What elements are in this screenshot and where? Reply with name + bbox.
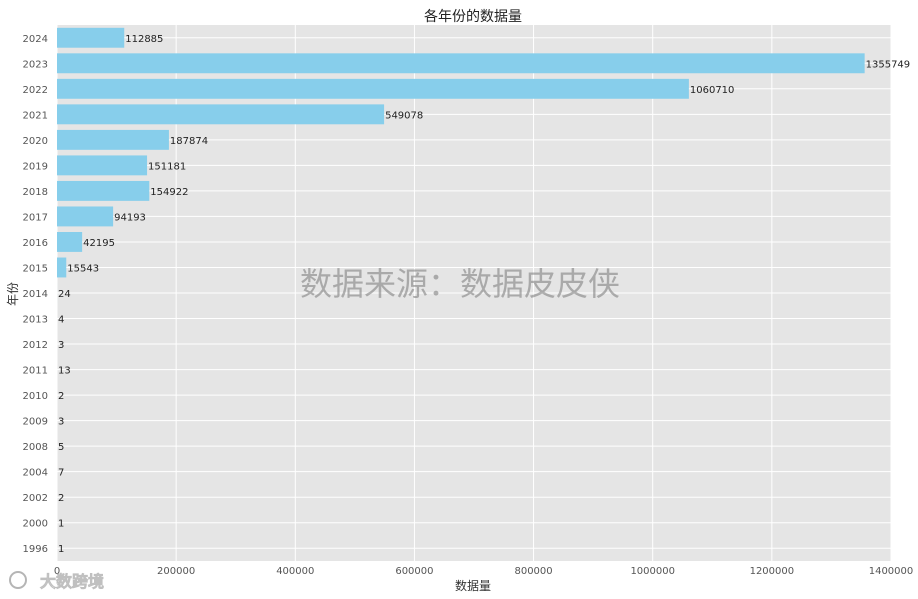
bar-2018 <box>57 180 150 201</box>
data-label-2022: 1060710 <box>690 85 735 96</box>
x-tick-label: 400000 <box>276 566 314 577</box>
data-label-2009: 3 <box>58 417 64 428</box>
y-tick-label: 2000 <box>23 519 48 530</box>
data-label-2008: 5 <box>58 442 64 453</box>
data-label-2017: 94193 <box>114 212 146 223</box>
y-tick-label: 2013 <box>23 315 48 326</box>
y-tick-labels: 2024 2023 2022 2021 2020 2019 2018 2017 2016 2015… <box>23 34 48 555</box>
x-tick-labels: 0 200000 400000 600000 800000 1000000 1200000 1… <box>54 566 913 577</box>
y-tick-label: 2024 <box>23 34 48 45</box>
y-tick-label: 2014 <box>23 289 48 300</box>
x-tick-label: 200000 <box>157 566 195 577</box>
logo-text: 大数跨境 <box>40 572 104 591</box>
data-label-2013: 4 <box>58 315 64 326</box>
data-label-2021: 549078 <box>385 110 423 121</box>
data-label-2000: 1 <box>58 519 64 530</box>
data-label-2010: 2 <box>58 391 64 402</box>
y-tick-label: 2023 <box>23 59 48 70</box>
data-label-2020: 187874 <box>170 136 208 147</box>
y-tick-label: 2009 <box>23 417 48 428</box>
data-label-2004: 7 <box>58 468 64 479</box>
logo-icon <box>9 571 27 589</box>
y-tick-label: 2018 <box>23 187 48 198</box>
data-label-2023: 1355749 <box>866 59 911 70</box>
data-label-2024: 112885 <box>125 34 163 45</box>
data-label-2019: 151181 <box>148 161 186 172</box>
bar-2016 <box>57 231 83 252</box>
bar-2024 <box>57 27 125 48</box>
y-axis-title: 年份 <box>6 282 20 306</box>
x-tick-label: 1400000 <box>869 566 914 577</box>
bar-2022 <box>57 78 689 99</box>
y-tick-label: 2015 <box>23 263 48 274</box>
y-tick-label: 2017 <box>23 212 48 223</box>
y-tick-label: 2008 <box>23 442 48 453</box>
y-tick-label: 2022 <box>23 85 48 96</box>
y-tick-label: 2016 <box>23 238 48 249</box>
data-label-2018: 154922 <box>150 187 188 198</box>
y-tick-label: 1996 <box>23 544 48 555</box>
data-label-2012: 3 <box>58 340 64 351</box>
chart-title: 各年份的数据量 <box>424 9 522 25</box>
x-axis-title: 数据量 <box>455 578 491 593</box>
y-tick-label: 2004 <box>23 468 48 479</box>
x-tick-label: 1000000 <box>630 566 675 577</box>
y-tick-label: 2021 <box>23 110 48 121</box>
logo: 大数跨境 <box>9 571 104 591</box>
data-label-2011: 13 <box>58 366 71 377</box>
x-tick-label: 800000 <box>514 566 552 577</box>
data-label-2002: 2 <box>58 493 64 504</box>
x-tick-label: 0 <box>54 566 60 577</box>
data-label-1996: 1 <box>58 544 64 555</box>
x-tick-label: 600000 <box>395 566 433 577</box>
data-labels: 1128851355749106071054907818787415118115… <box>58 34 910 555</box>
bar-2017 <box>57 206 114 227</box>
bar-2021 <box>57 104 385 125</box>
data-label-2016: 42195 <box>83 238 115 249</box>
data-label-2015: 15543 <box>67 263 99 274</box>
y-tick-label: 2010 <box>23 391 48 402</box>
y-tick-label: 2011 <box>23 366 48 377</box>
y-tick-label: 2019 <box>23 161 48 172</box>
watermark-text: 数据来源：数据皮皮侠 <box>300 265 620 303</box>
data-label-2014: 24 <box>58 289 71 300</box>
bar-2023 <box>57 53 865 74</box>
y-tick-label: 2020 <box>23 136 48 147</box>
bar-2015 <box>57 257 67 278</box>
bar-2020 <box>57 129 169 150</box>
bar-2019 <box>57 155 148 176</box>
x-tick-label: 1200000 <box>750 566 795 577</box>
y-tick-label: 2002 <box>23 493 48 504</box>
bars <box>57 27 865 559</box>
y-tick-label: 2012 <box>23 340 48 351</box>
